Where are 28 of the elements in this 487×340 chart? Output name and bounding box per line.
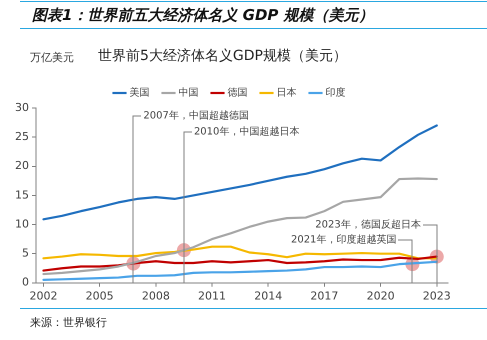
legend-label: 印度 (326, 86, 346, 99)
annotation: 2010年，中国超越日本 (194, 126, 300, 138)
source-note: 来源：世界银行 (30, 315, 107, 330)
y-tick-label: 0 (22, 276, 29, 289)
annotation: 2023年，德国反超日本 (315, 218, 421, 231)
legend-label: 中国 (178, 86, 198, 99)
x-tick-label: 2014 (254, 289, 282, 302)
y-tick-label: 5 (22, 246, 29, 260)
x-tick-label: 2002 (29, 289, 58, 302)
x-tick-label: 2020 (366, 289, 395, 302)
y-tick-label: 15 (14, 188, 29, 202)
y-tick-label: 25 (14, 130, 29, 143)
y-tick-label: 10 (14, 217, 29, 230)
y-tick-label: 30 (14, 100, 29, 114)
annotation: 2021年，印度超越英国 (290, 234, 396, 246)
x-tick-label: 2017 (310, 289, 338, 302)
x-tick-label: 2005 (86, 289, 114, 302)
legend-label: 日本 (276, 86, 296, 99)
y-tick-label: 20 (14, 159, 29, 172)
legend-label: 美国 (130, 86, 150, 99)
chart-subtitle: 世界前5大经济体名义GDP规模（美元） (98, 47, 347, 65)
x-tick-label: 2023 (422, 289, 451, 302)
y-axis-title: 万亿美元 (30, 50, 74, 65)
annotation: 2007年，中国超越德国 (143, 110, 249, 122)
chart-title: 图表1：世界前五大经济体名义 GDP 规模（美元） (32, 6, 374, 25)
x-tick-label: 2011 (198, 289, 226, 302)
legend-label: 德国 (228, 88, 248, 99)
x-tick-label: 2008 (142, 289, 170, 302)
